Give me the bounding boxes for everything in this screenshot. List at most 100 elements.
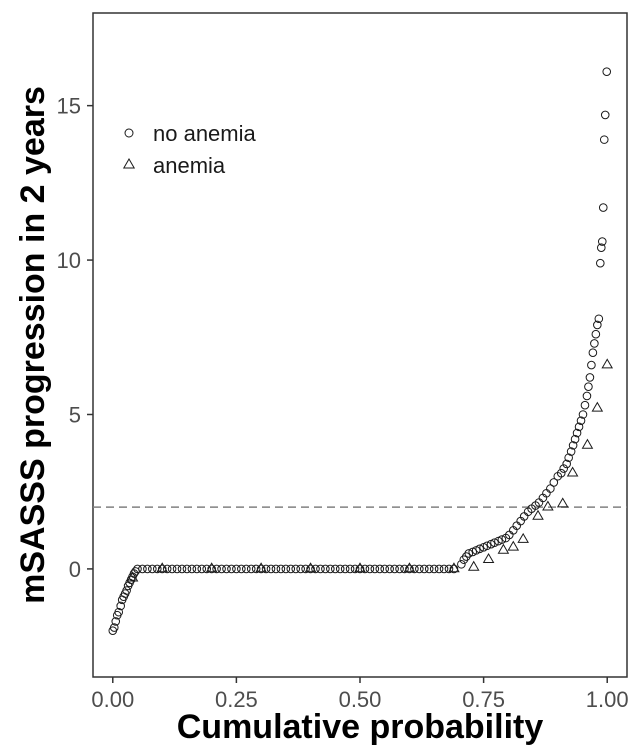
data-point-circle (444, 564, 454, 574)
data-point-circle (570, 434, 580, 444)
data-point-circle (232, 564, 241, 574)
data-point-triangle (542, 500, 554, 511)
data-point-circle (462, 552, 471, 561)
data-point-circle (566, 447, 576, 456)
data-point-circle (598, 203, 608, 212)
data-point-circle (439, 564, 449, 574)
data-point-circle (365, 564, 375, 574)
data-point-circle (197, 564, 207, 574)
data-point-circle (395, 564, 404, 574)
data-point-triangle (566, 466, 579, 477)
data-point-circle (597, 237, 607, 246)
data-point-circle (281, 564, 291, 574)
data-point-circle (350, 564, 360, 574)
data-point-circle (172, 564, 182, 574)
data-point-circle (167, 564, 177, 574)
x-tick-label: 0.50 (339, 687, 382, 712)
data-point-circle (152, 564, 162, 574)
data-point-circle (116, 601, 125, 611)
data-point-triangle (507, 540, 520, 551)
data-point-triangle (255, 562, 267, 573)
data-point-circle (251, 564, 261, 574)
data-point-circle (182, 564, 192, 574)
data-point-triangle (591, 401, 604, 412)
data-point-circle (138, 564, 147, 574)
data-point-circle (424, 564, 434, 574)
y-tick-label: 5 (69, 402, 81, 427)
y-tick-label: 10 (57, 248, 81, 273)
data-point-triangle (304, 562, 317, 573)
series-no-anemia (108, 67, 612, 635)
data-point-circle (556, 468, 566, 478)
data-point-circle (261, 564, 271, 574)
data-point-circle (122, 586, 131, 595)
legend-label: anemia (153, 153, 226, 178)
data-point-triangle (581, 438, 594, 449)
data-point-circle (415, 564, 424, 574)
data-point-triangle (556, 497, 569, 508)
data-point-triangle (467, 560, 480, 571)
data-point-circle (564, 453, 573, 463)
data-point-circle (497, 535, 507, 544)
x-tick-label: 0.25 (215, 687, 258, 712)
data-point-circle (429, 564, 439, 574)
data-point-circle (587, 360, 596, 370)
y-tick-label: 0 (69, 557, 81, 582)
legend-marker-circle (124, 128, 134, 138)
data-point-circle (591, 329, 601, 339)
data-point-circle (464, 549, 474, 558)
data-point-circle (572, 428, 582, 438)
data-point-circle (380, 564, 390, 574)
data-point-circle (385, 564, 394, 574)
data-point-circle (227, 564, 236, 574)
series-anemia (126, 358, 614, 582)
data-point-triangle (354, 562, 366, 573)
data-point-circle (271, 564, 281, 574)
data-point-circle (574, 422, 584, 432)
data-point-circle (143, 564, 152, 574)
legend-marker-triangle (122, 158, 136, 169)
data-point-circle (311, 564, 320, 574)
data-point-triangle (156, 562, 169, 573)
data-point-circle (593, 320, 602, 330)
data-point-circle (400, 564, 409, 574)
legend: no anemia anemia (122, 121, 257, 178)
data-point-circle (578, 410, 588, 419)
data-point-circle (192, 564, 202, 574)
data-point-circle (212, 564, 221, 574)
x-tick-label: 0.75 (462, 687, 505, 712)
legend-label: no anemia (153, 121, 257, 146)
data-point-circle (335, 564, 345, 574)
data-point-circle (588, 348, 598, 358)
data-point-circle (568, 441, 578, 450)
data-point-circle (301, 564, 310, 574)
data-point-circle (599, 135, 609, 144)
data-point-circle (580, 400, 590, 410)
data-point-circle (330, 564, 340, 574)
data-point-circle (162, 564, 172, 574)
data-point-triangle (482, 552, 495, 563)
x-tick-label: 1.00 (586, 687, 629, 712)
data-point-circle (133, 564, 142, 574)
y-tick-label: 15 (57, 94, 81, 119)
x-tick-label: 0.00 (91, 687, 134, 712)
data-point-circle (326, 564, 335, 574)
data-point-circle (340, 564, 350, 574)
data-point-circle (114, 607, 124, 617)
data-point-circle (241, 564, 251, 574)
data-point-circle (419, 564, 429, 574)
data-point-circle (276, 564, 286, 574)
data-point-triangle (601, 358, 614, 369)
data-point-circle (237, 564, 246, 574)
data-point-circle (266, 564, 276, 574)
data-point-circle (246, 564, 256, 574)
data-point-circle (177, 564, 187, 574)
data-point-triangle (126, 571, 139, 582)
data-point-circle (217, 564, 226, 574)
data-point-circle (286, 564, 296, 574)
data-point-circle (596, 258, 605, 268)
data-point-circle (187, 564, 197, 574)
data-point-circle (316, 564, 325, 574)
data-point-circle (490, 538, 499, 547)
